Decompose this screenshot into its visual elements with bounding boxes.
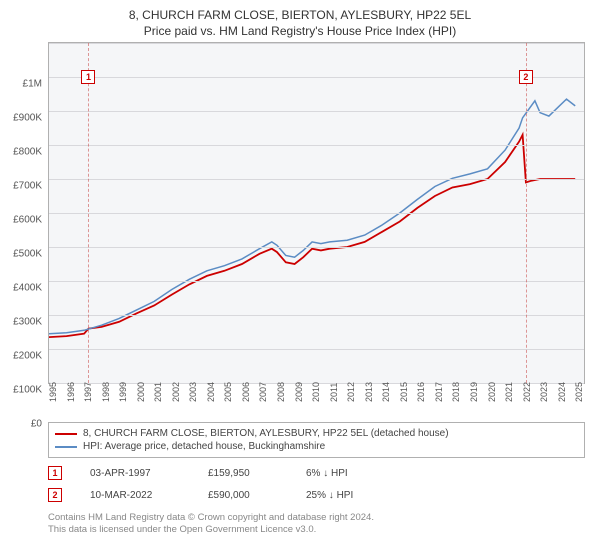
x-tick-label: 2011 <box>329 383 339 402</box>
x-tick-label: 2016 <box>416 382 426 402</box>
gridline <box>49 43 584 44</box>
x-tick-label: 2020 <box>487 382 497 402</box>
titles: 8, CHURCH FARM CLOSE, BIERTON, AYLESBURY… <box>0 0 600 42</box>
marker-line <box>526 43 527 383</box>
x-tick-label: 2012 <box>346 382 356 402</box>
x-tick-label: 1997 <box>83 382 93 402</box>
x-tick-label: 2006 <box>241 382 251 402</box>
gridline <box>49 179 584 180</box>
y-tick-label: £200K <box>13 351 42 362</box>
footer-line-1: Contains HM Land Registry data © Crown c… <box>48 512 585 524</box>
x-tick-label: 2021 <box>504 382 514 402</box>
y-tick-label: £1M <box>23 79 42 90</box>
y-tick-label: £0 <box>31 419 42 430</box>
gridline <box>49 77 584 78</box>
x-tick-label: 2022 <box>522 382 532 402</box>
x-tick-label: 2003 <box>188 382 198 402</box>
footer-note: Contains HM Land Registry data © Crown c… <box>48 512 585 537</box>
x-tick-label: 2019 <box>469 382 479 402</box>
x-tick-label: 2000 <box>136 382 146 402</box>
legend-row: 8, CHURCH FARM CLOSE, BIERTON, AYLESBURY… <box>55 427 578 440</box>
x-tick-label: 2002 <box>171 382 181 402</box>
gridline <box>49 145 584 146</box>
x-tick-label: 1995 <box>48 382 58 402</box>
transaction-marker: 2 <box>48 488 62 502</box>
plot-area: 12 <box>48 42 585 384</box>
y-tick-label: £900K <box>13 113 42 124</box>
marker-line <box>88 43 89 383</box>
y-tick-label: £600K <box>13 215 42 226</box>
x-tick-label: 2015 <box>399 382 409 402</box>
gridline <box>49 213 584 214</box>
transactions-table: 1 03-APR-1997 £159,950 6% ↓ HPI 2 10-MAR-2022… <box>48 462 585 506</box>
x-tick-label: 2017 <box>434 382 444 402</box>
legend-swatch <box>55 446 77 448</box>
x-tick-label: 2009 <box>294 382 304 402</box>
x-tick-label: 2023 <box>539 382 549 402</box>
x-tick-label: 2024 <box>557 382 567 402</box>
gridline <box>49 111 584 112</box>
x-tick-label: 2004 <box>206 382 216 402</box>
y-tick-label: £100K <box>13 385 42 396</box>
transaction-marker: 1 <box>48 466 62 480</box>
y-tick-label: £400K <box>13 283 42 294</box>
x-tick-label: 2010 <box>311 382 321 402</box>
gridline <box>49 281 584 282</box>
x-tick-label: 1999 <box>118 382 128 402</box>
chart-subtitle: Price paid vs. HM Land Registry's House … <box>0 24 600 38</box>
transaction-date: 03-APR-1997 <box>90 468 180 479</box>
transaction-pct: 25% ↓ HPI <box>306 490 386 501</box>
transaction-row: 1 03-APR-1997 £159,950 6% ↓ HPI <box>48 462 585 484</box>
marker-badge: 1 <box>81 70 95 84</box>
x-tick-label: 2008 <box>276 382 286 402</box>
chart-container: 8, CHURCH FARM CLOSE, BIERTON, AYLESBURY… <box>0 0 600 537</box>
x-tick-label: 2025 <box>574 382 584 402</box>
legend-label: HPI: Average price, detached house, Buck… <box>83 441 325 452</box>
series-line <box>49 135 575 337</box>
x-tick-label: 1998 <box>101 382 111 402</box>
x-tick-label: 2001 <box>153 382 163 402</box>
transaction-row: 2 10-MAR-2022 £590,000 25% ↓ HPI <box>48 484 585 506</box>
y-tick-label: £500K <box>13 249 42 260</box>
x-tick-label: 2018 <box>451 382 461 402</box>
legend: 8, CHURCH FARM CLOSE, BIERTON, AYLESBURY… <box>48 422 585 458</box>
gridline <box>49 247 584 248</box>
legend-swatch <box>55 433 77 435</box>
marker-badge: 2 <box>519 70 533 84</box>
gridline <box>49 349 584 350</box>
x-tick-label: 2014 <box>381 382 391 402</box>
gridline <box>49 315 584 316</box>
series-line <box>49 99 575 334</box>
legend-label: 8, CHURCH FARM CLOSE, BIERTON, AYLESBURY… <box>83 428 449 439</box>
transaction-date: 10-MAR-2022 <box>90 490 180 501</box>
x-tick-label: 1996 <box>66 382 76 402</box>
y-tick-label: £300K <box>13 317 42 328</box>
transaction-price: £159,950 <box>208 468 278 479</box>
x-tick-label: 2007 <box>258 382 268 402</box>
footer-line-2: This data is licensed under the Open Gov… <box>48 524 585 536</box>
x-tick-label: 2005 <box>223 382 233 402</box>
y-tick-label: £700K <box>13 181 42 192</box>
x-tick-label: 2013 <box>364 382 374 402</box>
transaction-pct: 6% ↓ HPI <box>306 468 386 479</box>
chart-title: 8, CHURCH FARM CLOSE, BIERTON, AYLESBURY… <box>0 8 600 22</box>
x-axis-labels: 1995 1996 1997 1998 1999 2000 2001 2002 2003 2004… <box>48 384 585 414</box>
y-tick-label: £800K <box>13 147 42 158</box>
transaction-price: £590,000 <box>208 490 278 501</box>
y-axis-labels: £0£100K£200K£300K£400K£500K£600K£700K£80… <box>0 84 44 424</box>
legend-row: HPI: Average price, detached house, Buck… <box>55 440 578 453</box>
